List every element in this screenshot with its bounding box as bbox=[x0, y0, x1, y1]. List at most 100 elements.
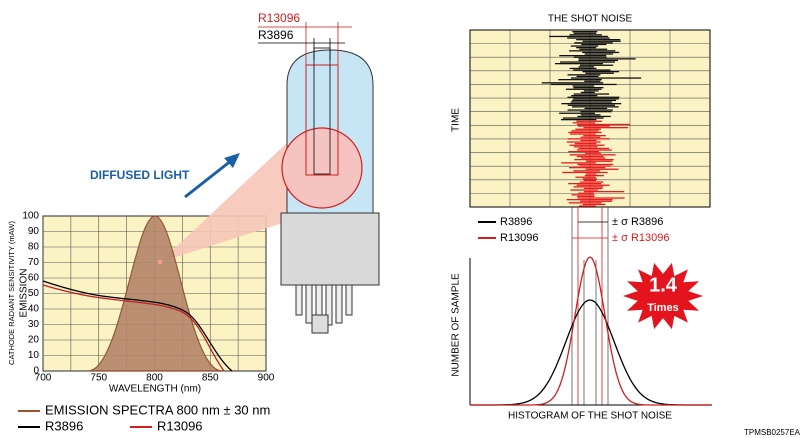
noise-line bbox=[577, 195, 595, 198]
noise-line bbox=[572, 85, 595, 87]
noise-line bbox=[576, 155, 604, 158]
noise-line bbox=[571, 130, 599, 132]
legend-label: EMISSION SPECTRA 800 nm ± 30 nm bbox=[45, 402, 270, 417]
x-tick-label: 900 bbox=[258, 373, 275, 384]
y-tick-label: 30 bbox=[28, 319, 40, 330]
noise-line bbox=[572, 31, 598, 33]
noise-line bbox=[584, 152, 601, 154]
noise-line bbox=[570, 189, 599, 191]
noise-line bbox=[579, 205, 596, 207]
tube-base bbox=[280, 212, 380, 286]
noise-line bbox=[571, 106, 619, 108]
shot-noise-title: THE SHOT NOISE bbox=[548, 14, 633, 25]
y-tick-label: 10 bbox=[28, 350, 40, 361]
cathode-circle bbox=[281, 127, 363, 209]
sigma-label: ± σ R13096 bbox=[612, 232, 669, 244]
noise-line bbox=[583, 127, 629, 129]
legend-label: R3896 bbox=[45, 418, 83, 433]
y-tick-label: 0 bbox=[33, 366, 39, 377]
x-tick-label: 750 bbox=[90, 373, 107, 384]
noise-line bbox=[573, 69, 611, 71]
noise-line bbox=[584, 107, 608, 110]
noise-line bbox=[561, 103, 622, 105]
noise-line bbox=[581, 157, 606, 159]
noise-line bbox=[578, 192, 595, 194]
noise-line bbox=[570, 101, 612, 103]
noise-line bbox=[569, 167, 606, 169]
noise-line bbox=[583, 179, 597, 182]
noise-line bbox=[551, 83, 617, 86]
noise-line bbox=[559, 55, 607, 57]
noise-line bbox=[580, 111, 612, 113]
noise-line bbox=[568, 183, 602, 185]
noise-line bbox=[577, 115, 611, 118]
noise-line bbox=[569, 67, 597, 70]
noise-line bbox=[573, 87, 604, 89]
noise-line bbox=[554, 63, 604, 65]
noise-line bbox=[582, 51, 620, 54]
noise-line bbox=[585, 168, 619, 170]
noise-line bbox=[577, 163, 614, 166]
noise-line bbox=[574, 159, 614, 161]
noise-line bbox=[573, 93, 610, 95]
noise-line bbox=[573, 170, 600, 172]
x-axis-label: WAVELENGTH (nm) bbox=[109, 384, 201, 395]
noise-line bbox=[569, 133, 596, 135]
noise-line bbox=[566, 199, 613, 201]
r3896-cathode bbox=[313, 47, 331, 175]
noise-line bbox=[567, 74, 601, 76]
noise-line bbox=[585, 72, 614, 74]
noise-line bbox=[576, 184, 610, 186]
dimension-lines bbox=[258, 22, 352, 65]
emission-curve bbox=[87, 215, 223, 372]
y-tick-label: 70 bbox=[28, 257, 40, 268]
noise-line bbox=[570, 77, 642, 79]
noise-line bbox=[574, 42, 613, 44]
noise-line bbox=[582, 203, 606, 206]
beam-source bbox=[157, 259, 163, 265]
noise-line bbox=[580, 139, 597, 142]
noise-line bbox=[579, 165, 611, 167]
noise-line bbox=[585, 160, 613, 162]
noise-line bbox=[569, 50, 616, 52]
noise-line bbox=[573, 98, 619, 100]
noise-line bbox=[583, 187, 603, 190]
noise-line bbox=[576, 39, 621, 41]
noise-line bbox=[567, 138, 610, 140]
noise-line bbox=[568, 202, 602, 204]
noise-line bbox=[571, 194, 595, 196]
noise-line bbox=[579, 64, 614, 66]
sigma-label: ± σ R3896 bbox=[612, 216, 663, 228]
figure-id: TPMSB0257EA bbox=[744, 428, 801, 437]
noise-line bbox=[569, 154, 616, 156]
y-tick-label: 90 bbox=[28, 226, 40, 237]
noise-line bbox=[576, 75, 599, 78]
legend-label: R13096 bbox=[500, 232, 539, 244]
noise-line bbox=[573, 56, 607, 58]
noise-line bbox=[581, 43, 607, 46]
noise-line bbox=[572, 99, 617, 102]
noise-line bbox=[575, 176, 596, 178]
noise-line bbox=[573, 32, 597, 34]
noise-line bbox=[565, 88, 602, 90]
x-tick-label: 700 bbox=[35, 373, 52, 384]
r3896-curve bbox=[42, 280, 233, 372]
noise-line bbox=[561, 162, 596, 164]
noise-line bbox=[576, 47, 597, 49]
noise-line bbox=[541, 82, 604, 84]
noise-line bbox=[580, 136, 601, 138]
noise-line bbox=[583, 191, 625, 193]
noise-line bbox=[568, 151, 599, 153]
noise-line bbox=[579, 48, 608, 50]
x-tick-label: 850 bbox=[202, 373, 219, 384]
r13096-cathode bbox=[305, 64, 339, 176]
sigma-lines bbox=[571, 207, 609, 405]
y-tick-label: 20 bbox=[28, 335, 40, 346]
noise-line bbox=[582, 178, 597, 180]
y-axis-label: CATHODE RADIANT SENSITIVITY (mAW) bbox=[7, 221, 16, 365]
y-tick-label: 60 bbox=[28, 273, 40, 284]
noise-traces bbox=[541, 31, 642, 207]
noise-line bbox=[571, 95, 598, 97]
y-tick-label: 80 bbox=[28, 242, 40, 253]
